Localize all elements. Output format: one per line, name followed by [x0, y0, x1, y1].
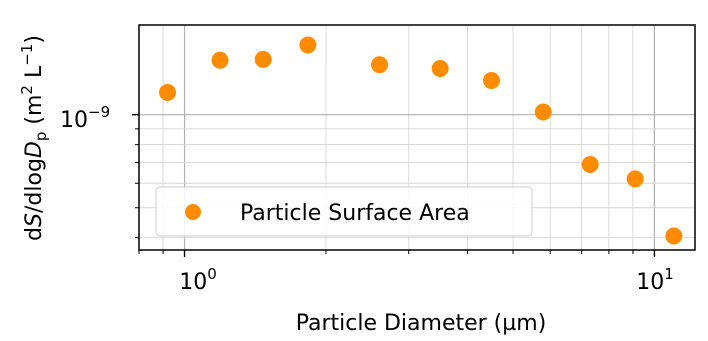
data-points: [159, 36, 683, 245]
data-point: [534, 103, 552, 121]
data-point: [581, 155, 599, 173]
data-point: [665, 227, 683, 245]
x-axis-title: Particle Diameter (µm): [296, 311, 547, 336]
y-tick-labels: 10−9: [60, 103, 110, 133]
data-point: [254, 50, 272, 68]
data-point: [299, 36, 317, 54]
data-point: [371, 56, 389, 74]
legend: Particle Surface Area: [155, 186, 533, 237]
data-point: [626, 170, 644, 188]
legend-box: [155, 186, 533, 237]
legend-marker: [185, 204, 201, 220]
x-tick-labels: 100 101: [179, 265, 674, 295]
data-point: [159, 83, 177, 101]
data-point: [431, 60, 449, 78]
y-axis-title: dS/dlogDp (m2 L−1): [18, 35, 50, 241]
data-point: [211, 51, 229, 69]
data-point: [482, 71, 500, 89]
x-tick-label: 100: [179, 265, 217, 295]
x-tick-label: 101: [636, 265, 674, 295]
plot-frame: [138, 24, 696, 251]
y-tick-label: 10−9: [60, 103, 110, 133]
legend-label: Particle Surface Area: [240, 201, 470, 226]
